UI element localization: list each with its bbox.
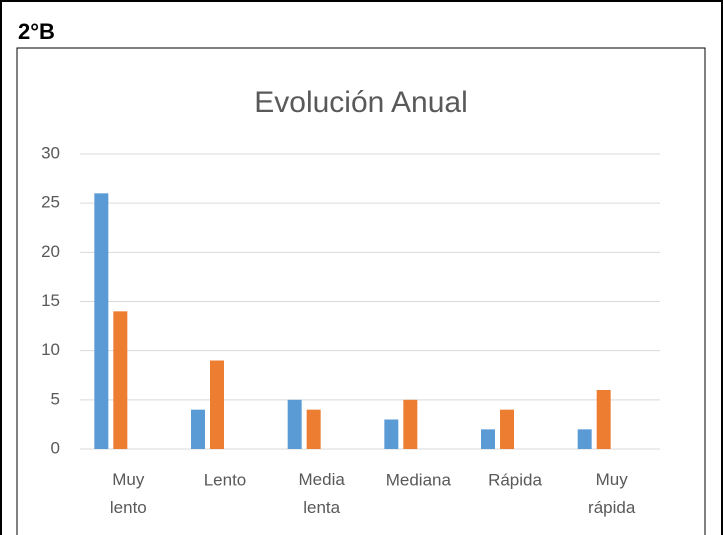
x-tick-label: Muy rápida — [588, 470, 636, 517]
bar — [191, 409, 205, 449]
y-tick-label: 15 — [41, 291, 60, 310]
chart-area — [16, 47, 706, 535]
bar — [481, 429, 495, 449]
bar — [210, 360, 224, 449]
y-tick-label: 30 — [41, 143, 60, 162]
x-tick-label: Rápida — [488, 470, 542, 489]
bar — [577, 429, 592, 449]
bar — [596, 390, 611, 449]
chart-title: Evolución Anual — [254, 86, 468, 119]
section-label: 2°B — [18, 19, 55, 44]
x-tick-label: Media lenta — [299, 470, 346, 517]
y-tick-label: 20 — [41, 242, 60, 261]
bar — [113, 311, 128, 449]
x-tick-label: Muy lento — [110, 470, 147, 517]
bar — [403, 399, 418, 449]
y-tick-label: 0 — [51, 438, 60, 457]
y-tick-label: 10 — [41, 340, 60, 359]
bar — [94, 193, 109, 449]
bar — [306, 409, 321, 449]
y-tick-label: 25 — [41, 193, 60, 212]
bar — [287, 399, 302, 449]
y-tick-label: 5 — [51, 389, 60, 408]
x-tick-label: Lento — [204, 470, 247, 489]
x-tick-label: Mediana — [386, 470, 452, 489]
bar — [500, 409, 514, 449]
bar — [384, 419, 399, 449]
